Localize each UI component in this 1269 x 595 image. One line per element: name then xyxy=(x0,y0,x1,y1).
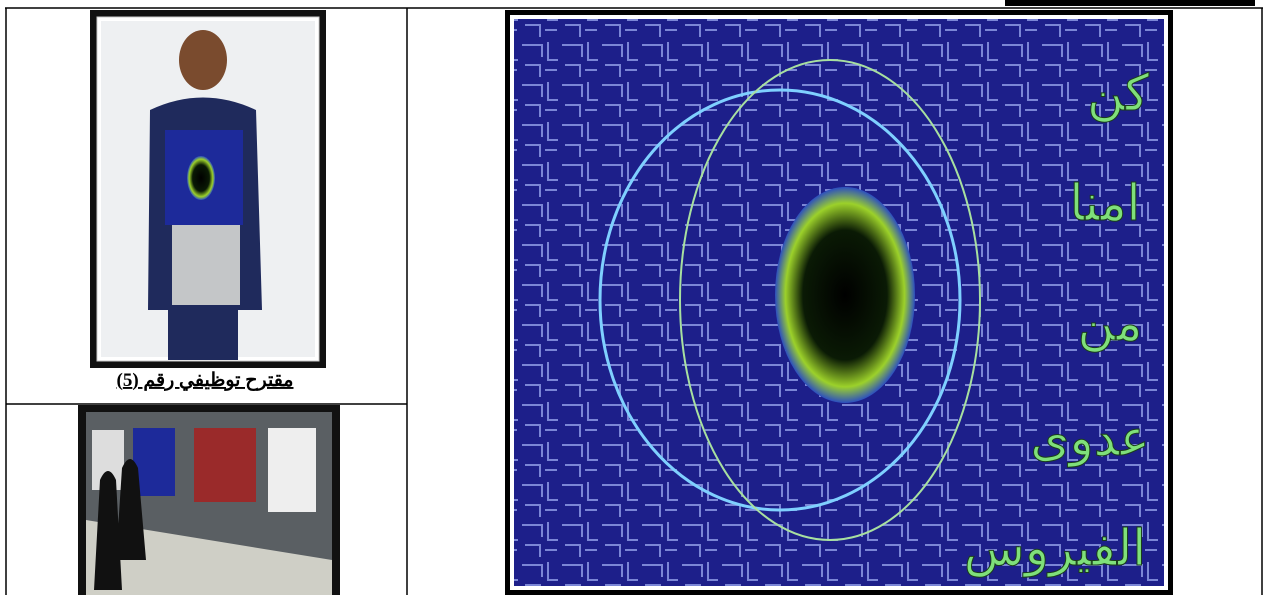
poster-word: من xyxy=(1078,294,1143,353)
poster-word: كن xyxy=(1087,64,1149,123)
cut-heading xyxy=(1005,0,1255,6)
poster-word: الفيروس xyxy=(964,519,1146,578)
poster-word: عدوى xyxy=(1030,409,1149,468)
poster-word: امنا xyxy=(1070,174,1141,232)
photo-gallery xyxy=(78,405,340,595)
table xyxy=(5,7,1263,595)
caption: مقترح توظيفي رقم (5) xyxy=(117,370,294,392)
poster: كن امنا من عدوى الفيروس xyxy=(505,10,1173,595)
photo-hoodie xyxy=(90,10,326,368)
